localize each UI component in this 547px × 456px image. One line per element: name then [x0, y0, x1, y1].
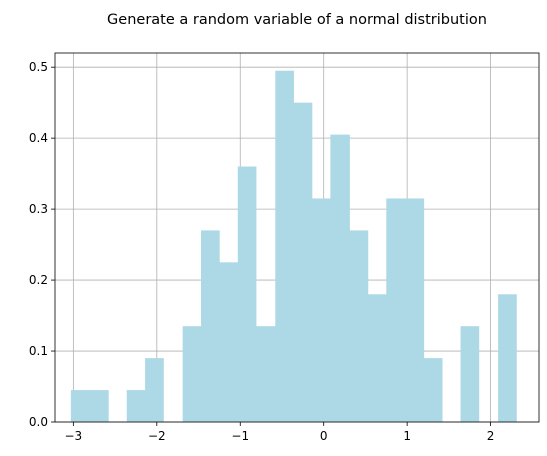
- histogram-bar-7: [201, 230, 220, 422]
- histogram-bar-21: [460, 326, 480, 422]
- histogram-bar-0: [70, 390, 90, 422]
- y-tick-label-4: 0.4: [29, 131, 48, 145]
- histogram-bar-16: [367, 294, 387, 422]
- chart-title: Generate a random variable of a normal d…: [107, 12, 487, 28]
- y-axis-ticks: 0.0 0.1 0.2 0.3 0.4 0.5: [29, 60, 55, 429]
- histogram-bar-13: [312, 198, 331, 422]
- x-tick-label-5: 2: [487, 429, 495, 443]
- histogram-bar-23: [498, 294, 517, 422]
- histogram-bar-15: [349, 230, 369, 422]
- histogram-bar-19: [423, 358, 443, 422]
- histogram-bars: [70, 70, 517, 422]
- x-tick-label-1: −2: [148, 429, 166, 443]
- x-axis-ticks: −3 −2 −1 0 1 2: [65, 422, 495, 443]
- histogram-bar-1: [89, 390, 109, 422]
- x-tick-label-4: 1: [403, 429, 411, 443]
- histogram-bar-4: [145, 358, 164, 422]
- histogram-bar-18: [404, 198, 425, 422]
- y-tick-label-1: 0.1: [29, 344, 48, 358]
- x-tick-label-0: −3: [65, 429, 83, 443]
- x-tick-label-2: −1: [231, 429, 249, 443]
- histogram-bar-8: [219, 262, 239, 422]
- histogram-bar-12: [293, 102, 313, 422]
- histogram-bar-10: [256, 326, 276, 422]
- y-tick-label-5: 0.5: [29, 60, 48, 74]
- histogram-bar-6: [182, 326, 202, 422]
- x-tick-label-3: 0: [320, 429, 328, 443]
- histogram-bar-11: [275, 70, 294, 422]
- histogram-bar-3: [126, 390, 146, 422]
- plot-area-frame: [54, 52, 540, 423]
- y-tick-label-2: 0.2: [29, 273, 48, 287]
- y-tick-label-3: 0.3: [29, 202, 48, 216]
- histogram-bar-17: [386, 198, 405, 422]
- histogram-bar-14: [330, 134, 350, 422]
- histogram-bar-9: [237, 166, 257, 422]
- y-tick-label-0: 0.0: [29, 415, 48, 429]
